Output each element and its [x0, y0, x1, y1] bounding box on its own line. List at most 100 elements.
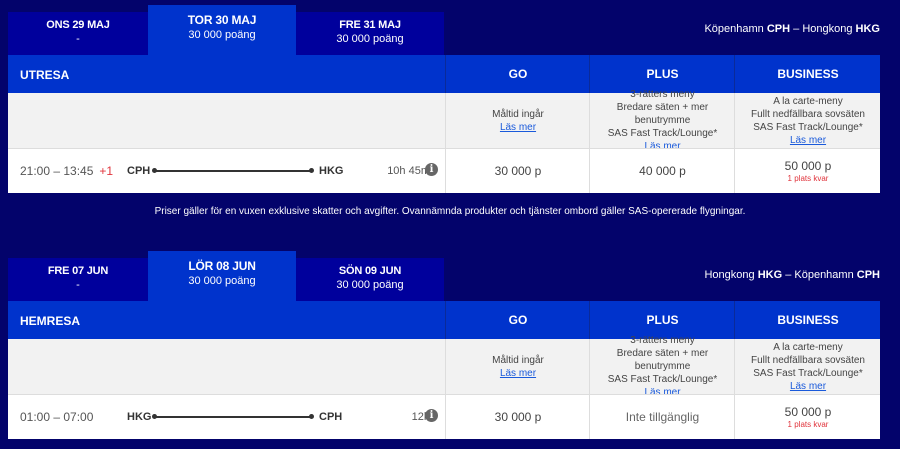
route-label: Köpenhamn CPH – Hongkong HKG	[704, 23, 880, 35]
route-label: Hongkong HKG – Köpenhamn CPH	[704, 269, 880, 281]
price-disclaimer: Priser gäller för en vuxen exklusive ska…	[154, 206, 746, 217]
desc-plus: 3-rätters meny Bredare säten + mer benutr…	[589, 89, 735, 152]
read-more-link[interactable]: Läs mer	[789, 134, 827, 146]
price-plus[interactable]: 40 000 p	[589, 149, 735, 193]
header-business: BUSINESS	[734, 301, 881, 339]
time-range: 01:00 – 07:00	[20, 410, 94, 424]
feature: 3-rätters meny	[630, 335, 695, 346]
tab-date: TOR 30 MAJ	[187, 13, 257, 27]
date-tab[interactable]: ONS 29 MAJ -	[8, 12, 148, 55]
tab-price: 30 000 poäng	[188, 275, 256, 287]
feature: A la carte-meny	[773, 95, 843, 107]
feature: SAS Fast Track/Lounge*	[607, 128, 718, 139]
desc-business: A la carte-meny Fullt nedfällbara sovsäte…	[734, 93, 881, 148]
read-more-link[interactable]: Läs mer	[789, 380, 827, 392]
origin-code: CPH	[127, 165, 151, 177]
price-plus[interactable]: Inte tillgänglig	[589, 395, 735, 439]
route-separator: –	[790, 23, 803, 35]
route-line	[152, 414, 314, 419]
header-go: GO	[445, 301, 590, 339]
header-plus: PLUS	[589, 55, 735, 93]
feature: SAS Fast Track/Lounge*	[753, 121, 863, 133]
feature: A la carte-meny	[773, 341, 843, 353]
duration: 10h 45m	[387, 165, 430, 177]
desc-go: Måltid ingår Läs mer	[445, 93, 590, 148]
from-code: HKG	[757, 269, 783, 281]
price-go[interactable]: 30 000 p	[445, 149, 590, 193]
price-go[interactable]: 30 000 p	[445, 395, 590, 439]
read-more-link[interactable]: Läs mer	[499, 121, 537, 133]
tab-price: 30 000 poäng	[336, 33, 404, 45]
direction-label: UTRESA	[20, 68, 70, 82]
date-tab[interactable]: TOR 30 MAJ 30 000 poäng	[148, 5, 296, 55]
trip-utresa: ONS 29 MAJ - TOR 30 MAJ 30 000 poäng FRE…	[8, 5, 880, 193]
read-more-link[interactable]: Läs mer	[644, 141, 681, 152]
price-value: Inte tillgänglig	[625, 410, 700, 424]
date-tab[interactable]: FRE 07 JUN -	[8, 258, 148, 301]
feature: SAS Fast Track/Lounge*	[753, 367, 863, 379]
tab-date: SÖN 09 JUN	[338, 265, 402, 277]
direction-label: HEMRESA	[20, 314, 81, 328]
origin-code: HKG	[127, 411, 152, 423]
price-value: 30 000 p	[494, 164, 542, 178]
seats-left: 1 plats kvar	[787, 174, 829, 183]
fare-descriptions: Måltid ingår Läs mer 3-rätters meny Bredare…	[8, 89, 881, 152]
date-tab[interactable]: FRE 31 MAJ 30 000 poäng	[296, 12, 444, 55]
desc-go: Måltid ingår Läs mer	[445, 339, 590, 394]
feature: Fullt nedfällbara sovsäten	[751, 108, 865, 120]
tab-price: 30 000 poäng	[336, 279, 404, 291]
tab-date: FRE 31 MAJ	[339, 19, 401, 31]
fare-header: HEMRESA GO PLUS BUSINESS	[8, 301, 880, 339]
fare-header: UTRESA GO PLUS BUSINESS	[8, 55, 880, 93]
destination-code: HKG	[319, 165, 344, 177]
fare-descriptions: Måltid ingår Läs mer 3-rätters meny Bredare…	[8, 335, 881, 398]
header-business: BUSINESS	[734, 55, 881, 93]
from-code: CPH	[766, 23, 791, 35]
to-code: CPH	[856, 269, 880, 281]
feature: Måltid ingår	[492, 354, 544, 366]
flight-row: 21:00 – 13:45 +1 CPH HKG 10h 45m i 30 000…	[8, 148, 880, 193]
desc-business: A la carte-meny Fullt nedfällbara sovsäte…	[734, 339, 881, 394]
info-icon[interactable]: i	[425, 409, 438, 422]
flight-time: 21:00 – 13:45 +1	[20, 164, 113, 178]
seats-left: 1 plats kvar	[787, 420, 829, 429]
tab-price: 30 000 poäng	[188, 29, 256, 41]
from-city: Köpenhamn	[704, 23, 764, 35]
header-plus: PLUS	[589, 301, 735, 339]
route-line	[152, 168, 314, 173]
tab-price: -	[76, 33, 80, 45]
feature: 3-rätters meny	[630, 89, 695, 100]
flight-row: 01:00 – 07:00 HKG CPH 12h i 30 000 p Int…	[8, 394, 880, 439]
date-tab[interactable]: SÖN 09 JUN 30 000 poäng	[296, 258, 444, 301]
destination-code: CPH	[319, 411, 343, 423]
feature: Måltid ingår	[492, 108, 544, 120]
to-city: Köpenhamn	[794, 269, 854, 281]
feature: Bredare säten + mer benutrymme	[616, 348, 709, 372]
to-city: Hongkong	[802, 23, 853, 35]
price-value: 50 000 p	[784, 159, 832, 173]
feature: Bredare säten + mer benutrymme	[616, 102, 709, 126]
price-value: 30 000 p	[494, 410, 542, 424]
tab-date: LÖR 08 JUN	[188, 259, 256, 273]
from-city: Hongkong	[704, 269, 755, 281]
flight-time: 01:00 – 07:00	[20, 410, 99, 424]
price-value: 40 000 p	[639, 164, 686, 178]
desc-plus: 3-rätters meny Bredare säten + mer benutr…	[589, 335, 735, 398]
to-code: HKG	[855, 23, 880, 35]
route-separator: –	[782, 269, 795, 281]
feature: Fullt nedfällbara sovsäten	[751, 354, 865, 366]
header-go: GO	[445, 55, 590, 93]
read-more-link[interactable]: Läs mer	[644, 387, 681, 398]
price-value: 50 000 p	[784, 405, 832, 419]
trip-hemresa: FRE 07 JUN - LÖR 08 JUN 30 000 poäng SÖN…	[8, 251, 880, 439]
feature: SAS Fast Track/Lounge*	[607, 374, 718, 385]
read-more-link[interactable]: Läs mer	[499, 367, 537, 379]
date-tab[interactable]: LÖR 08 JUN 30 000 poäng	[148, 251, 296, 301]
info-icon[interactable]: i	[425, 163, 438, 176]
tab-price: -	[76, 279, 80, 291]
tab-date: FRE 07 JUN	[47, 265, 109, 277]
day-offset: +1	[99, 164, 114, 178]
tab-date: ONS 29 MAJ	[46, 19, 110, 31]
